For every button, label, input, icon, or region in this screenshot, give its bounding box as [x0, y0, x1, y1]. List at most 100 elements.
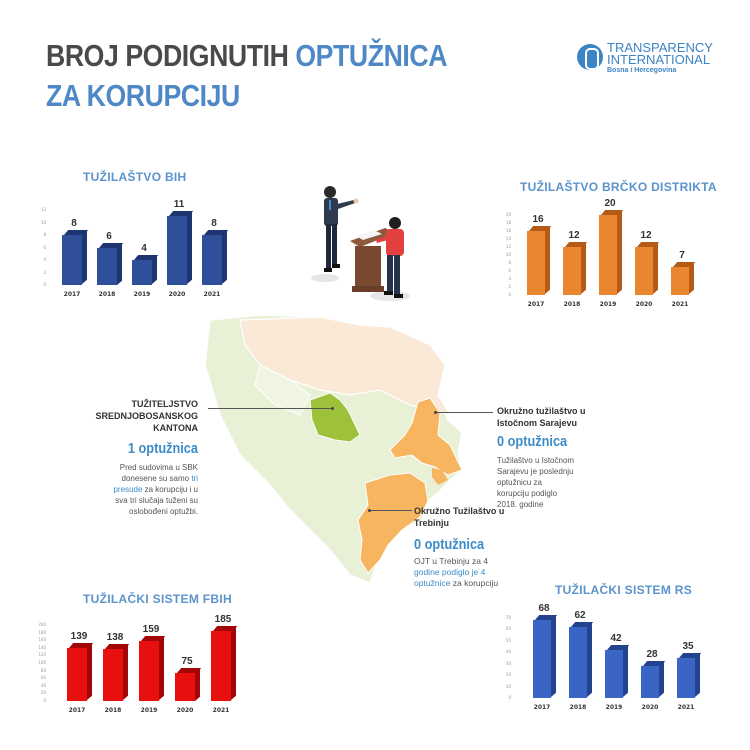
y-tick: 60: [505, 626, 511, 632]
bar-face: [167, 216, 187, 285]
x-label: 2020: [168, 291, 186, 298]
value-label: 68: [538, 603, 550, 615]
y-tick: 18: [505, 220, 511, 225]
bar-2018: [569, 621, 594, 698]
y-tick: 60: [40, 675, 46, 681]
x-label: 2017: [68, 707, 86, 714]
bar-side: [545, 225, 550, 294]
bar-face: [132, 260, 152, 285]
bar-side: [123, 643, 128, 700]
y-tick: 0: [43, 698, 46, 703]
y-tick: 14: [505, 236, 511, 241]
transparency-international-logo: TRANSPARENCY INTERNATIONAL Bosna i Herce…: [577, 41, 713, 76]
y-tick: 200: [38, 622, 46, 627]
bar-2021: [211, 625, 238, 701]
bar-side: [231, 625, 236, 700]
chart-tuzilastvo-bih: TUŽILAŠTVO BIH 0 2 4 6 8 10 12 8 2017 6 2018 4 2019 11…: [28, 170, 258, 305]
y-tick: 4: [508, 276, 511, 281]
y-tick: 70: [505, 615, 511, 620]
bar-side: [117, 242, 122, 284]
bar-face: [62, 235, 82, 285]
bar-2019: [599, 209, 624, 295]
x-label: 2018: [98, 291, 116, 298]
callout-sbk: TUŽITELJSTVO SREDNJOBOSANSKOG KANTONA 1 …: [95, 398, 198, 517]
y-tick: 10: [505, 683, 511, 689]
value-label: 28: [646, 649, 658, 660]
y-tick: 80: [40, 667, 46, 673]
sbk-connector-dot: [331, 407, 334, 410]
chart-title: TUŽILAČKI SISTEM RS: [555, 583, 693, 597]
y-tick: 16: [505, 228, 511, 233]
bar-side: [695, 652, 700, 697]
title-highlight: OPTUŽNICA: [295, 38, 448, 73]
x-label: 2019: [605, 704, 623, 711]
plot-area: 0 20 40 60 80 100 120 140 160 180 200 139 2017 138 201…: [38, 614, 252, 714]
y-tick: 4: [43, 257, 46, 262]
y-tick: 2: [508, 284, 511, 289]
bar-top: [99, 242, 124, 248]
bar-face: [677, 658, 695, 698]
bar-2018: [563, 241, 588, 295]
bar-face: [97, 247, 117, 285]
bar-face: [605, 650, 623, 698]
bar-face: [563, 247, 581, 295]
y-tick: 2: [43, 269, 46, 275]
y-tick: 6: [508, 268, 511, 273]
y-tick: 0: [508, 292, 511, 297]
bar-2018: [97, 242, 124, 285]
sbk-head-2: SREDNJOBOSANSKOG: [95, 411, 198, 421]
sbk-connector-line: [208, 408, 333, 409]
value-label: 35: [682, 641, 694, 652]
x-label: 2020: [641, 704, 659, 711]
value-label: 8: [211, 218, 217, 229]
value-label: 4: [141, 243, 147, 254]
x-label: 2020: [635, 301, 653, 308]
bar-2021: [202, 229, 229, 285]
y-tick: 0: [43, 282, 46, 287]
bar-2017: [527, 225, 552, 295]
bar-face: [202, 235, 222, 285]
y-tick: 20: [505, 212, 511, 217]
chart-title: TUŽILAČKI SISTEM FBIH: [83, 592, 232, 606]
bar-face: [527, 231, 545, 295]
y-tick: 160: [38, 637, 46, 643]
value-label: 62: [574, 610, 586, 622]
y-tick: 20: [40, 690, 46, 696]
bar-face: [211, 630, 231, 701]
trebinje-connector-dot: [368, 509, 371, 512]
sbk-head-3: KANTONA: [153, 423, 198, 433]
bar-side: [617, 209, 622, 294]
tri-presude-link: tri presude: [113, 474, 198, 494]
y-tick: 6: [43, 244, 46, 250]
y-tick: 40: [40, 682, 46, 688]
y-tick: 120: [38, 652, 46, 658]
bar-side: [659, 660, 664, 697]
logo-line3: Bosna i Hercegovina: [607, 67, 677, 74]
bar-side: [187, 211, 192, 284]
chart-title: TUŽILAŠTVO BIH: [83, 170, 187, 184]
bar-2020: [641, 660, 666, 698]
bih-map: [204, 314, 463, 584]
tr-head-1: Okružno Tužilaštvo u: [414, 506, 505, 516]
is-body: Tužilaštvo u Istočnom Sarajevu je posled…: [497, 456, 575, 509]
ti-logo-icon: [577, 44, 603, 70]
y-tick: 12: [505, 244, 511, 249]
value-label: 42: [610, 633, 622, 644]
value-label: 159: [142, 623, 160, 635]
x-label: 2021: [203, 291, 221, 298]
bar-2017: [67, 642, 94, 701]
bar-2020: [175, 667, 202, 701]
chart-tuzilacki-sistem-rs: TUŽILAČKI SISTEM RS 0 10 20 30 40 50 60 70 68 2017…: [495, 583, 715, 718]
bar-side: [551, 615, 556, 697]
y-tick: 50: [505, 637, 511, 643]
value-label: 12: [568, 230, 580, 241]
y-tick: 8: [508, 260, 511, 265]
bar-2019: [132, 254, 159, 285]
y-tick: 12: [40, 207, 46, 212]
bar-face: [175, 672, 195, 701]
x-label: 2017: [533, 704, 551, 711]
chart-title: TUŽILAŠTVO BRČKO DISTRIKTA: [520, 180, 717, 194]
bar-2020: [167, 211, 194, 285]
plot-area: 0 2 4 6 8 10 12 8 2017 6 2018 4 2019 11 2020 8 2021: [41, 199, 252, 298]
x-label: 2021: [671, 301, 689, 308]
